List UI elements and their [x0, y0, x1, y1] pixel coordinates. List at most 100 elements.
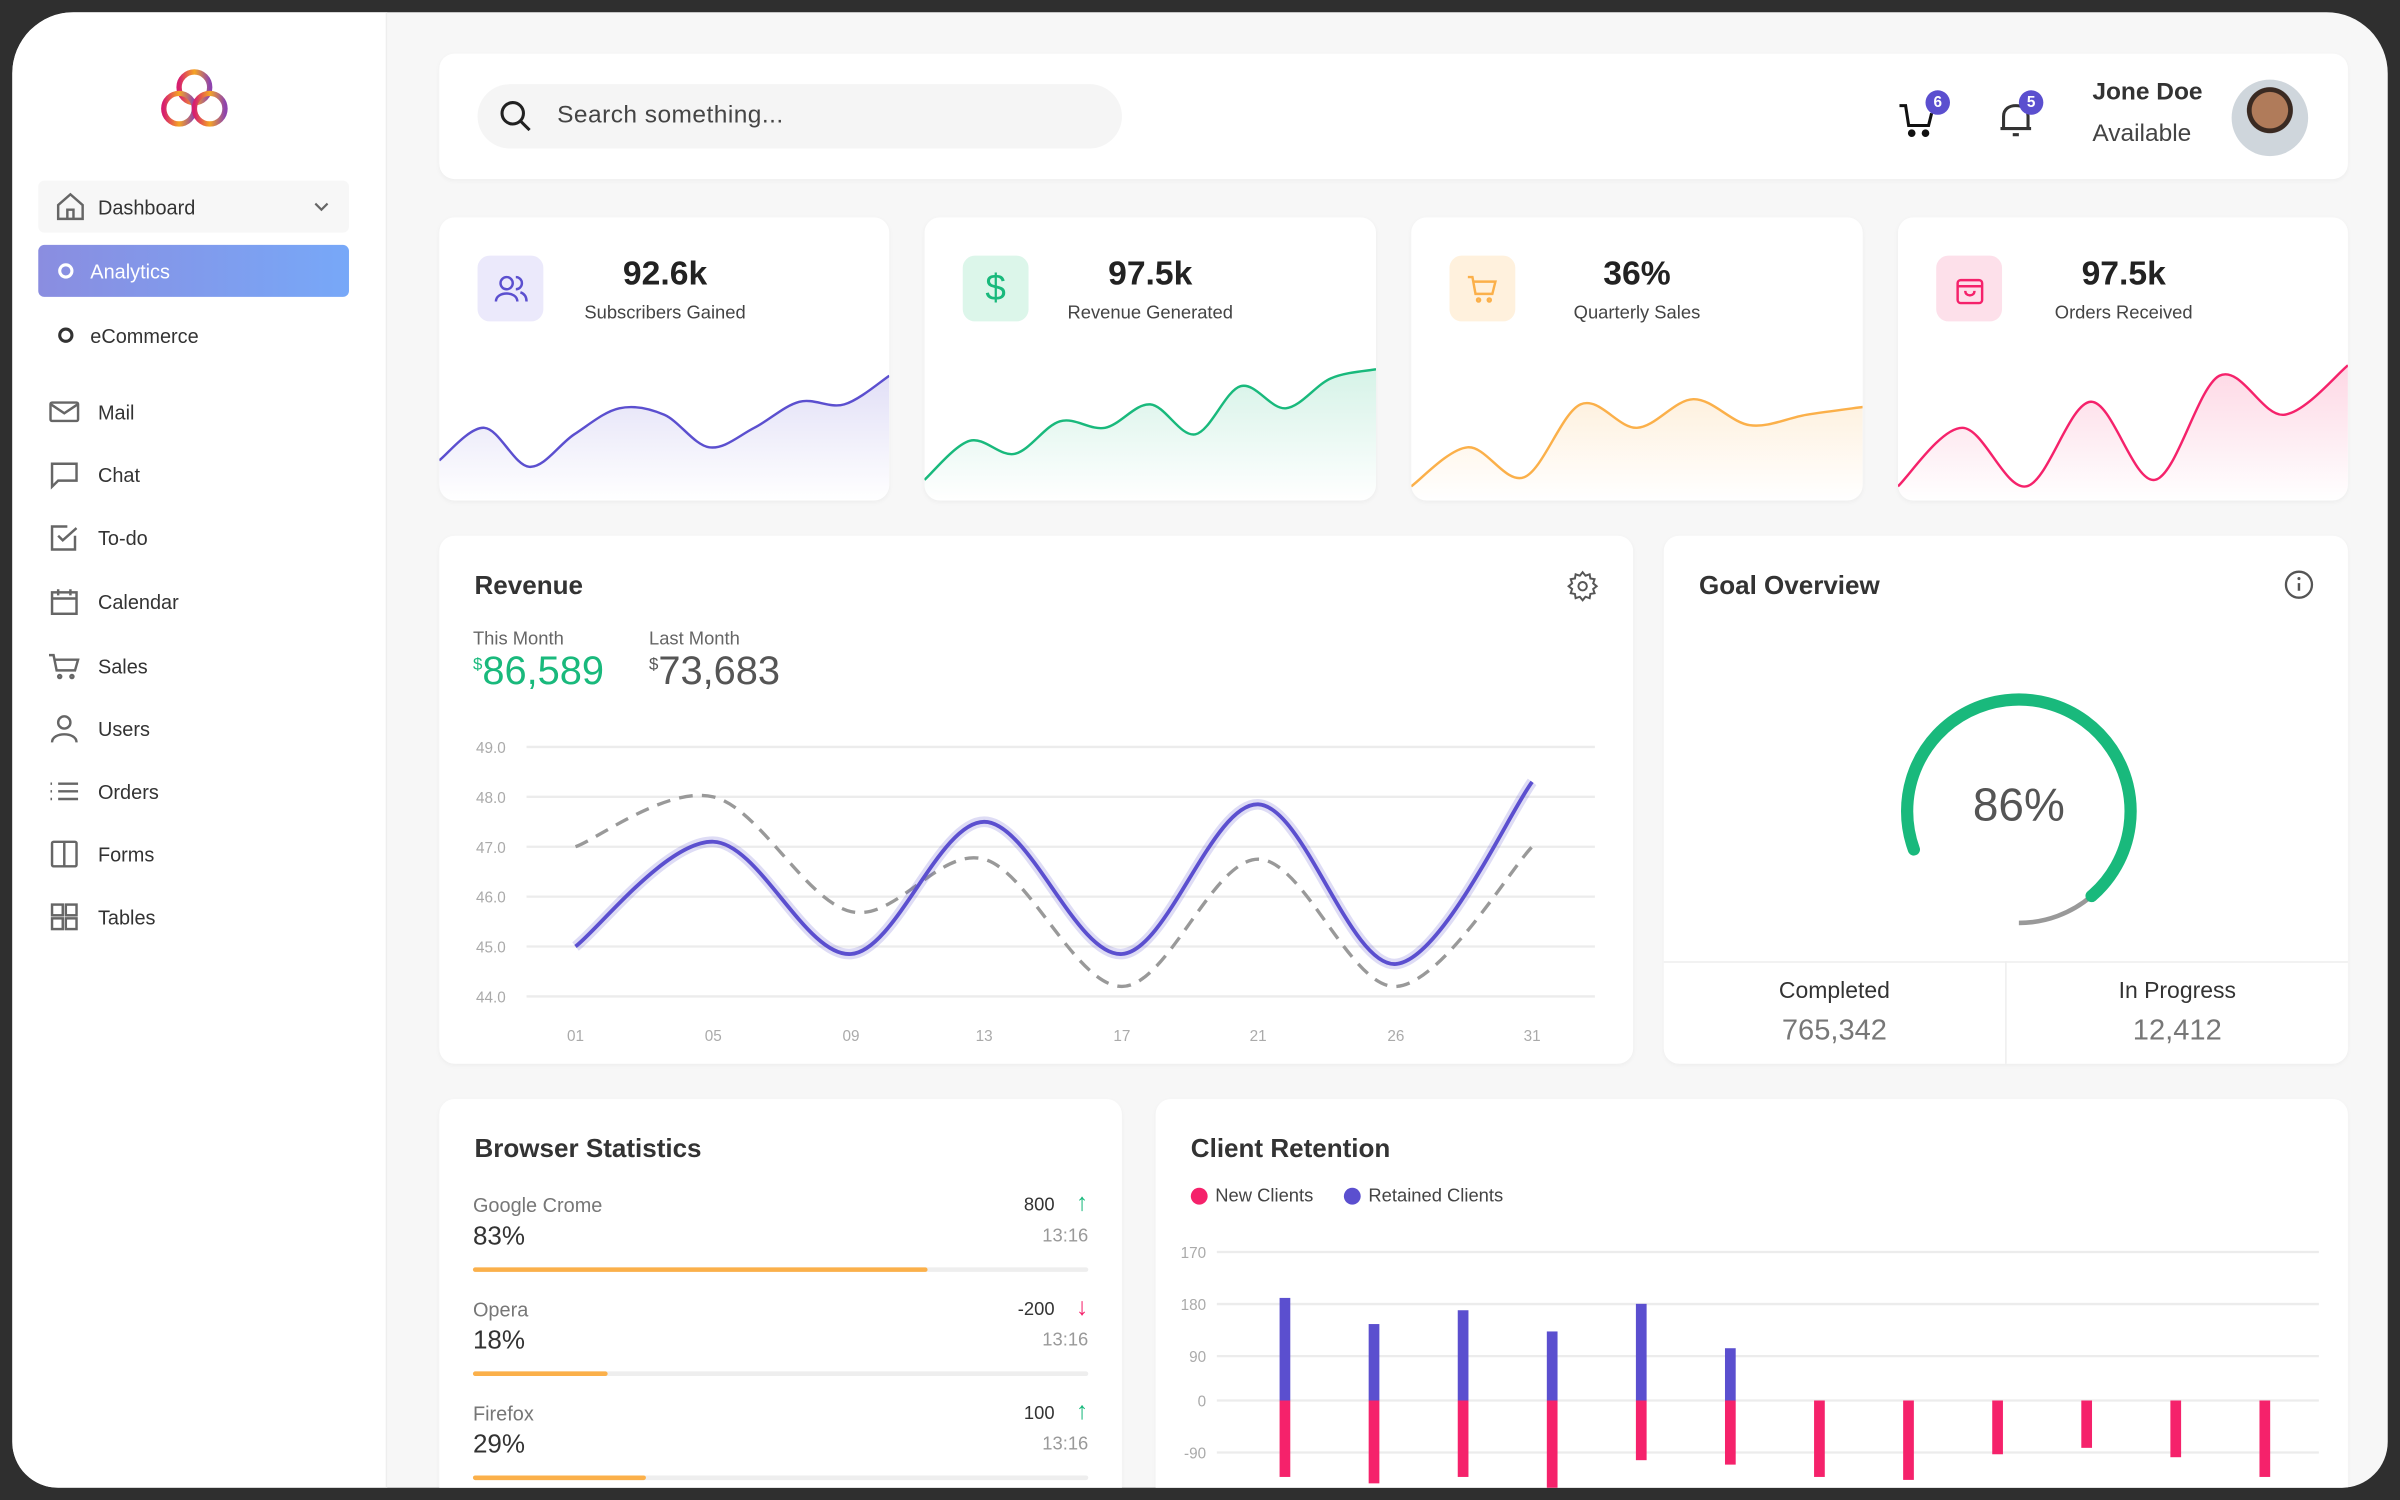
stat-label: Orders Received [2054, 301, 2193, 323]
revenue-card: Revenue This Month Last Month $86,589 $7… [439, 535, 1634, 1064]
bar-retained-clients [1546, 1331, 1558, 1401]
info-icon[interactable] [2284, 569, 2315, 600]
arrow-down-icon: ↓ [1076, 1294, 1089, 1321]
bar-new-clients [1992, 1400, 2003, 1455]
sidebar-item-label: Mail [97, 400, 135, 424]
sparkline-subscribers [439, 374, 890, 501]
progress-bar [472, 1267, 1089, 1272]
stat-card-subscribers: 92.6k Subscribers Gained [439, 217, 890, 501]
bar-retained-clients [1368, 1324, 1380, 1401]
y-tick-label: 45.0 [476, 940, 506, 957]
browser-name: Opera [472, 1297, 529, 1321]
chevron-down-icon [314, 202, 329, 212]
app-window: Dashboard Analytics eCommerce Mail Chat … [12, 12, 2388, 1488]
search-input[interactable]: Search something... [477, 84, 1122, 149]
series-line-this-month [574, 780, 1534, 966]
cart-button[interactable]: 6 [1898, 90, 1950, 139]
bar-new-clients [2259, 1400, 2271, 1477]
user-name: Jone Doe [2092, 79, 2203, 106]
stat-value: 92.6k [622, 254, 708, 293]
y-tick-label: -90 [1184, 1446, 1206, 1463]
top-bar: Search something... 6 5 Jone Doe Availab… [439, 53, 2348, 180]
sidebar-item-forms[interactable]: Forms [49, 836, 154, 873]
in-progress-label: In Progress [2118, 978, 2236, 1005]
bar-new-clients [1635, 1400, 1647, 1461]
this-month-value: $86,589 [472, 647, 605, 694]
completed-label: Completed [1778, 978, 1890, 1005]
bar-new-clients [1368, 1400, 1380, 1484]
chart-legend: New Clients Retained Clients [1190, 1184, 1504, 1207]
series-glow [572, 778, 1537, 970]
legend-swatch-new [1190, 1186, 1208, 1204]
cart-badge: 6 [1925, 90, 1950, 115]
stat-card-orders: 97.5k Orders Received [1897, 217, 2348, 501]
divider [2005, 961, 2007, 1064]
sidebar-item-sales[interactable]: Sales [48, 647, 148, 684]
sidebar-item-label: Orders [97, 779, 159, 803]
x-tick-label: 26 [1387, 1028, 1404, 1045]
card-title: Client Retention [1190, 1134, 1391, 1164]
x-tick-label: 09 [843, 1028, 860, 1045]
sidebar-item-tables[interactable]: Tables [49, 898, 155, 935]
user-icon [50, 715, 78, 743]
sidebar-item-label: eCommerce [90, 323, 199, 347]
bar-retained-clients [1457, 1310, 1469, 1401]
cart-icon [48, 653, 80, 680]
browser-delta: 800 [1023, 1193, 1055, 1216]
circle-icon [58, 263, 74, 279]
y-tick-label: 47.0 [476, 840, 506, 857]
browser-percent: 83% [472, 1221, 526, 1251]
browser-time: 13:16 [1042, 1328, 1089, 1350]
sidebar-item-mail[interactable]: Mail [49, 393, 134, 430]
last-month-label: Last Month [648, 627, 740, 649]
arrow-up-icon: ↑ [1076, 1398, 1089, 1425]
x-tick-label: 01 [567, 1028, 584, 1045]
browser-percent: 18% [472, 1325, 526, 1355]
gear-icon[interactable] [1566, 569, 1600, 603]
goal-gauge [1901, 693, 2137, 926]
sparkline-area [1897, 365, 2348, 501]
progress-fill [472, 1371, 609, 1377]
bar-new-clients [1903, 1400, 1914, 1480]
sidebar-item-label: Chat [97, 463, 141, 486]
legend-retained-clients: Retained Clients [1368, 1184, 1504, 1207]
sparkline-sales [1411, 397, 1863, 501]
sidebar-item-todo[interactable]: To-do [49, 519, 148, 556]
todo-icon [50, 525, 78, 551]
sidebar-item-analytics[interactable]: Analytics [38, 244, 349, 297]
sidebar-item-calendar[interactable]: Calendar [49, 583, 179, 620]
this-month-label: This Month [472, 627, 564, 649]
avatar[interactable] [2231, 79, 2309, 157]
stat-value: 97.5k [2081, 254, 2166, 293]
y-tick-label: 90 [1189, 1349, 1206, 1366]
search-icon [500, 101, 531, 132]
cart-icon [1899, 104, 1934, 137]
sparkline-line [439, 374, 890, 469]
card-title: Revenue [474, 570, 583, 600]
sidebar-item-dashboard[interactable]: Dashboard [38, 180, 349, 233]
sparkline-line [1411, 397, 1863, 488]
chat-icon [50, 462, 78, 490]
sidebar-item-users[interactable]: Users [49, 710, 150, 747]
sidebar-item-label: Calendar [97, 590, 179, 614]
sparkline-orders [1897, 364, 2348, 501]
browser-percent: 29% [472, 1429, 526, 1459]
logo-icon [161, 69, 228, 127]
users-icon [477, 255, 544, 322]
progress-fill [472, 1267, 929, 1272]
sidebar-item-chat[interactable]: Chat [49, 456, 140, 493]
bar-new-clients [1546, 1400, 1558, 1488]
x-tick-label: 31 [1524, 1028, 1541, 1045]
revenue-line-chart: 49.0 48.0 47.0 46.0 45.0 44.0 01 05 09 13 17 21 26 31 [476, 740, 1595, 1045]
notifications-button[interactable]: 5 [1997, 90, 2044, 139]
y-tick-label: 48.0 [476, 790, 506, 807]
gauge-remaining-arc [2018, 894, 2094, 926]
list-icon [50, 782, 79, 801]
sidebar-item-label: Dashboard [97, 195, 196, 219]
bar-new-clients [1457, 1400, 1469, 1477]
progress-bar [472, 1371, 1089, 1377]
sidebar-item-ecommerce[interactable]: eCommerce [38, 309, 349, 361]
browser-statistics-card: Browser Statistics Google Crome 83% 800 … [439, 1098, 1122, 1488]
card-title: Browser Statistics [474, 1134, 702, 1164]
sidebar-item-orders[interactable]: Orders [49, 773, 159, 810]
